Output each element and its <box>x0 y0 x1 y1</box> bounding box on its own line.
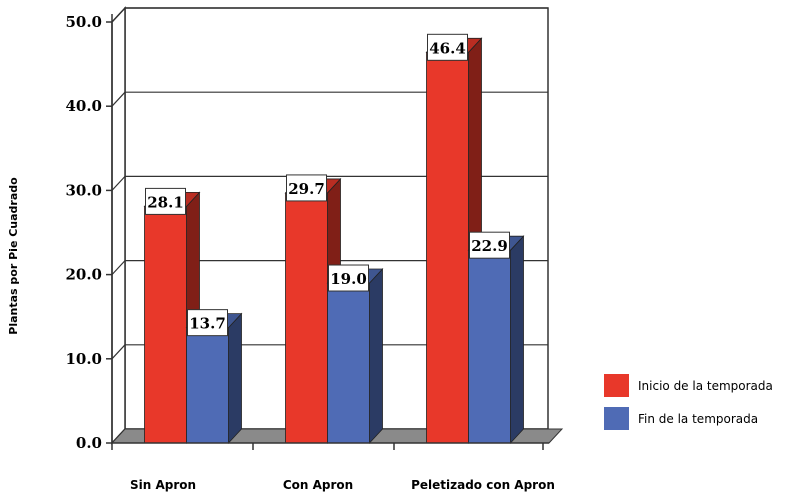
data-label-fin-3: 22.9 <box>469 231 510 259</box>
bar-front <box>327 282 370 444</box>
y-axis <box>106 14 549 450</box>
y-tick-label: 10.0 <box>65 350 102 368</box>
data-label-box <box>469 231 510 259</box>
x-tick-label: Peletizado con Apron <box>411 478 555 492</box>
gridline-side <box>111 260 126 276</box>
x-tick-label: Con Apron <box>283 478 353 492</box>
gridline-side <box>111 175 126 191</box>
data-label-inicio-1: 28.1 <box>145 187 186 215</box>
data-label-box <box>427 33 468 61</box>
bar-front <box>186 327 229 444</box>
data-label-box <box>145 187 186 215</box>
legend-swatch <box>604 374 629 397</box>
bar-inicio-2 <box>284 177 342 445</box>
bars: 28.1 13.7 29.7 19.0 46.4 22.9 <box>143 33 525 445</box>
chart-side-wall <box>111 6 126 445</box>
data-label-text: 13.7 <box>189 315 226 333</box>
data-label-text: 46.4 <box>429 39 466 57</box>
bar-front <box>144 205 187 444</box>
bar-side <box>228 312 242 445</box>
legend-item-inicio: Inicio de la temporada <box>604 374 773 397</box>
x-tick-labels: Sin Apron Con Apron Peletizado con Apron <box>130 478 555 492</box>
data-label-fin-2: 19.0 <box>328 264 369 292</box>
legend-label: Inicio de la temporada <box>638 379 773 393</box>
y-tick-label: 0.0 <box>76 434 102 452</box>
data-label-text: 29.7 <box>288 180 325 198</box>
bar-fin-1 <box>185 312 243 445</box>
data-label-text: 28.1 <box>147 193 184 211</box>
y-axis-label: Plantas por Pie Cuadrado <box>7 177 20 335</box>
data-label-fin-1: 13.7 <box>187 309 228 337</box>
bar-fin-2 <box>326 268 384 445</box>
legend-swatch <box>604 407 629 430</box>
x-tick-label: Sin Apron <box>130 478 196 492</box>
data-label-box <box>286 174 327 202</box>
y-tick-label: 50.0 <box>65 13 102 31</box>
legend-label: Fin de la temporada <box>638 412 758 426</box>
y-tick-labels: 0.0 10.0 20.0 30.0 40.0 50.0 <box>65 13 102 452</box>
data-label-box <box>187 309 228 337</box>
legend-item-fin: Fin de la temporada <box>604 407 758 430</box>
data-label-box <box>328 264 369 292</box>
y-tick-label: 40.0 <box>65 97 102 115</box>
bar-fin-3 <box>467 235 525 445</box>
gridline-side <box>111 344 126 360</box>
legend: Inicio de la temporada Fin de la temporad… <box>604 374 773 430</box>
bar-front <box>426 51 469 444</box>
data-label-text: 19.0 <box>330 270 367 288</box>
bar-front <box>468 249 511 444</box>
bar-side <box>369 268 383 445</box>
data-label-inicio-2: 29.7 <box>286 174 327 202</box>
gridline-side <box>111 7 126 23</box>
gridline-side <box>111 91 126 107</box>
y-tick-label: 20.0 <box>65 266 102 284</box>
bar-front <box>285 192 328 444</box>
data-label-inicio-3: 46.4 <box>427 33 468 61</box>
y-tick-label: 30.0 <box>65 181 102 199</box>
bar-side <box>510 235 524 445</box>
data-label-text: 22.9 <box>471 237 508 255</box>
